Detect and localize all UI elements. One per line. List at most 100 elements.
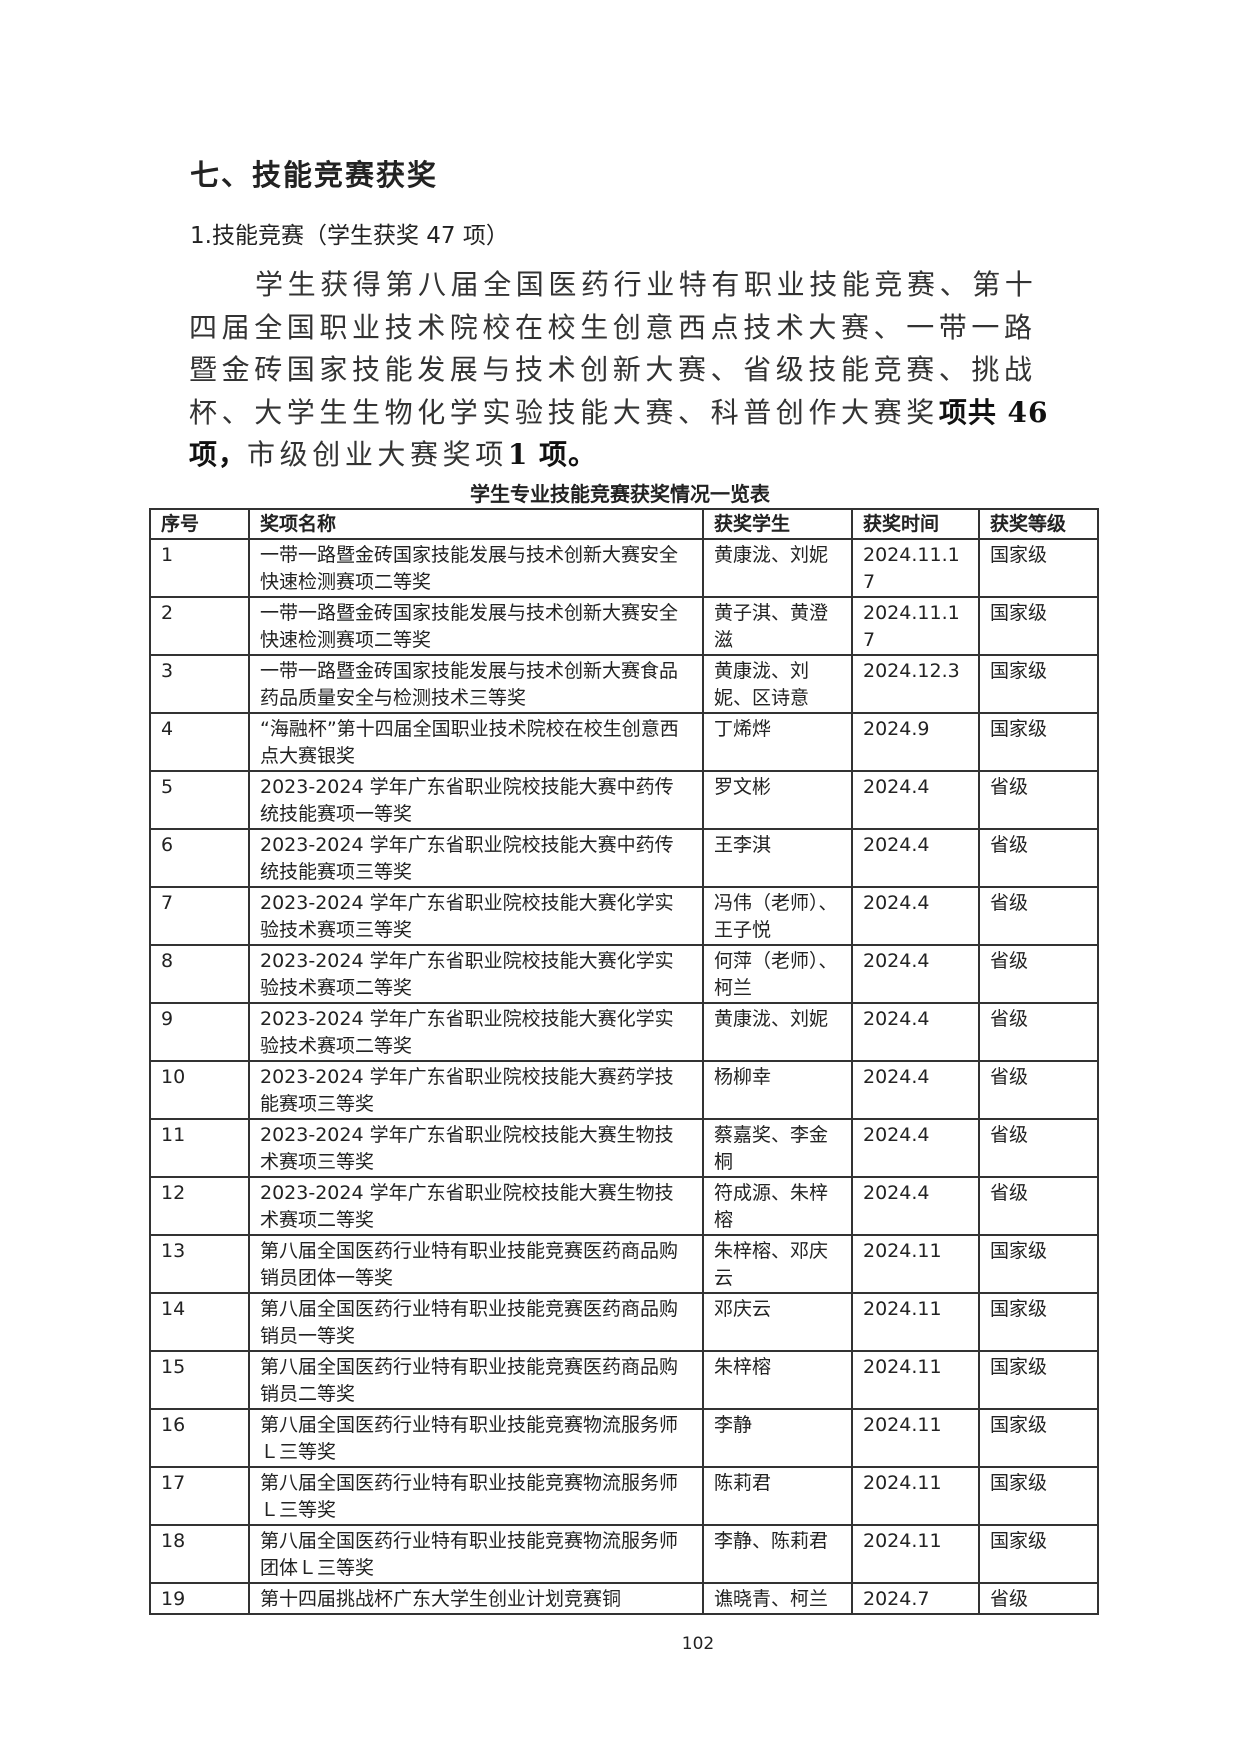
table-row: 7 2023-2024 学年广东省职业院校技能大赛化学实验技术赛项三等奖 冯伟（老师… (149, 886, 1099, 946)
cell-students: 王李淇 (702, 828, 853, 888)
table-row: 19 第十四届挑战杯广东大学生创业计划竞赛铜 谯晓青、柯兰 2024.7 省级 (149, 1582, 1099, 1615)
cell-award-name: 第八届全国医药行业特有职业技能竞赛物流服务师Ｌ三等奖 (248, 1408, 704, 1468)
cell-index: 16 (149, 1408, 250, 1468)
cell-index: 9 (149, 1002, 250, 1062)
cell-students: 杨柳幸 (702, 1060, 853, 1120)
cell-level: 省级 (978, 886, 1099, 946)
table-row: 8 2023-2024 学年广东省职业院校技能大赛化学实验技术赛项二等奖 何萍（老师… (149, 944, 1099, 1004)
cell-students: 符成源、朱梓榕 (702, 1176, 853, 1236)
table-row: 1 一带一路暨金砖国家技能发展与技术创新大赛安全快速检测赛项二等奖 黄康泷、刘妮 20… (149, 538, 1099, 598)
cell-level: 国家级 (978, 654, 1099, 714)
cell-level: 省级 (978, 770, 1099, 830)
table-row: 18 第八届全国医药行业特有职业技能竞赛物流服务师团体Ｌ三等奖 李静、陈莉君 2024… (149, 1524, 1099, 1584)
table-row: 3 一带一路暨金砖国家技能发展与技术创新大赛食品药品质量安全与检测技术三等奖 黄康泷… (149, 654, 1099, 714)
cell-students: 黄子淇、黄澄滋 (702, 596, 853, 656)
cell-award-name: 第八届全国医药行业特有职业技能竞赛医药商品购销员二等奖 (248, 1350, 704, 1410)
cell-level: 省级 (978, 944, 1099, 1004)
cell-level: 国家级 (978, 712, 1099, 772)
cell-students: 冯伟（老师）、王子悦 (702, 886, 853, 946)
cell-date: 2024.4 (851, 828, 980, 888)
cell-date: 2024.11 (851, 1524, 980, 1584)
cell-students: 丁烯烨 (702, 712, 853, 772)
cell-students: 邓庆云 (702, 1292, 853, 1352)
cell-index: 13 (149, 1234, 250, 1294)
cell-level: 省级 (978, 1118, 1099, 1178)
cell-index: 10 (149, 1060, 250, 1120)
cell-date: 2024.11 (851, 1292, 980, 1352)
cell-level: 省级 (978, 828, 1099, 888)
cell-students: 李静 (702, 1408, 853, 1468)
cell-date: 2024.11 (851, 1408, 980, 1468)
cell-award-name: 一带一路暨金砖国家技能发展与技术创新大赛安全快速检测赛项二等奖 (248, 596, 704, 656)
cell-date: 2024.11 (851, 1234, 980, 1294)
cell-award-name: 2023-2024 学年广东省职业院校技能大赛化学实验技术赛项二等奖 (248, 1002, 704, 1062)
table-row: 17 第八届全国医药行业特有职业技能竞赛物流服务师Ｌ三等奖 陈莉君 2024.11 国家… (149, 1466, 1099, 1526)
cell-students: 朱梓榕、邓庆云 (702, 1234, 853, 1294)
cell-level: 国家级 (978, 596, 1099, 656)
cell-students: 朱梓榕 (702, 1350, 853, 1410)
cell-index: 18 (149, 1524, 250, 1584)
paragraph-bold-count: 项共 46 项， (189, 395, 1049, 472)
table-row: 14 第八届全国医药行业特有职业技能竞赛医药商品购销员一等奖 邓庆云 2024.11 国… (149, 1292, 1099, 1352)
cell-level: 省级 (978, 1060, 1099, 1120)
cell-award-name: 2023-2024 学年广东省职业院校技能大赛中药传统技能赛项一等奖 (248, 770, 704, 830)
cell-students: 罗文彬 (702, 770, 853, 830)
cell-date: 2024.4 (851, 1002, 980, 1062)
cell-level: 国家级 (978, 1466, 1099, 1526)
cell-students: 黄康泷、刘妮 (702, 1002, 853, 1062)
table-row: 5 2023-2024 学年广东省职业院校技能大赛中药传统技能赛项一等奖 罗文彬 20… (149, 770, 1099, 830)
cell-date: 2024.4 (851, 1060, 980, 1120)
cell-date: 2024.9 (851, 712, 980, 772)
header-award-name: 奖项名称 (248, 508, 704, 540)
cell-date: 2024.11.17 (851, 538, 980, 598)
cell-date: 2024.4 (851, 1118, 980, 1178)
summary-paragraph: 学生获得第八届全国医药行业特有职业技能竞赛、第十四届全国职业技术院校在校生创意西… (189, 264, 1059, 477)
cell-students: 何萍（老师）、柯兰 (702, 944, 853, 1004)
cell-index: 17 (149, 1466, 250, 1526)
cell-award-name: 第八届全国医药行业特有职业技能竞赛医药商品购销员团体一等奖 (248, 1234, 704, 1294)
table-row: 16 第八届全国医药行业特有职业技能竞赛物流服务师Ｌ三等奖 李静 2024.11 国家级 (149, 1408, 1099, 1468)
cell-date: 2024.4 (851, 944, 980, 1004)
cell-level: 国家级 (978, 1292, 1099, 1352)
cell-award-name: 第八届全国医药行业特有职业技能竞赛医药商品购销员一等奖 (248, 1292, 704, 1352)
cell-index: 6 (149, 828, 250, 888)
cell-award-name: 2023-2024 学年广东省职业院校技能大赛药学技能赛项三等奖 (248, 1060, 704, 1120)
paragraph-text: 学生获得第八届全国医药行业特有职业技能竞赛、第十四届全国职业技术院校在校生创意西… (189, 268, 1038, 429)
cell-students: 黄康泷、刘妮 (702, 538, 853, 598)
cell-level: 省级 (978, 1176, 1099, 1236)
table-row: 13 第八届全国医药行业特有职业技能竞赛医药商品购销员团体一等奖 朱梓榕、邓庆云 20… (149, 1234, 1099, 1294)
cell-level: 国家级 (978, 1350, 1099, 1410)
cell-level: 省级 (978, 1582, 1099, 1615)
cell-index: 1 (149, 538, 250, 598)
cell-index: 14 (149, 1292, 250, 1352)
table-row: 6 2023-2024 学年广东省职业院校技能大赛中药传统技能赛项三等奖 王李淇 20… (149, 828, 1099, 888)
cell-date: 2024.4 (851, 770, 980, 830)
cell-award-name: 2023-2024 学年广东省职业院校技能大赛中药传统技能赛项三等奖 (248, 828, 704, 888)
cell-level: 国家级 (978, 538, 1099, 598)
subheading: 1.技能竞赛（学生获奖 47 项） (190, 223, 509, 249)
table-row: 9 2023-2024 学年广东省职业院校技能大赛化学实验技术赛项二等奖 黄康泷、刘… (149, 1002, 1099, 1062)
paragraph-bold-count: 1 项。 (507, 438, 598, 471)
cell-date: 2024.4 (851, 1176, 980, 1236)
cell-index: 5 (149, 770, 250, 830)
header-students: 获奖学生 (702, 508, 853, 540)
cell-date: 2024.7 (851, 1582, 980, 1615)
cell-award-name: 2023-2024 学年广东省职业院校技能大赛生物技术赛项三等奖 (248, 1118, 704, 1178)
cell-date: 2024.4 (851, 886, 980, 946)
cell-index: 3 (149, 654, 250, 714)
cell-index: 7 (149, 886, 250, 946)
cell-award-name: 一带一路暨金砖国家技能发展与技术创新大赛食品药品质量安全与检测技术三等奖 (248, 654, 704, 714)
awards-table: 序号 奖项名称 获奖学生 获奖时间 获奖等级 1 一带一路暨金砖国家技能发展与技术… (149, 508, 1099, 1615)
cell-level: 国家级 (978, 1234, 1099, 1294)
table-row: 4 “海融杯”第十四届全国职业技术院校在校生创意西点大赛银奖 丁烯烨 2024.9 国家… (149, 712, 1099, 772)
cell-index: 15 (149, 1350, 250, 1410)
cell-level: 省级 (978, 1002, 1099, 1062)
cell-date: 2024.11.17 (851, 596, 980, 656)
cell-award-name: 第十四届挑战杯广东大学生创业计划竞赛铜 (248, 1582, 704, 1615)
cell-date: 2024.11 (851, 1466, 980, 1526)
cell-students: 谯晓青、柯兰 (702, 1582, 853, 1615)
cell-award-name: 一带一路暨金砖国家技能发展与技术创新大赛安全快速检测赛项二等奖 (248, 538, 704, 598)
table-row: 12 2023-2024 学年广东省职业院校技能大赛生物技术赛项二等奖 符成源、朱梓… (149, 1176, 1099, 1236)
page-number: 102 (681, 1634, 715, 1654)
table-row: 2 一带一路暨金砖国家技能发展与技术创新大赛安全快速检测赛项二等奖 黄子淇、黄澄滋 2… (149, 596, 1099, 656)
